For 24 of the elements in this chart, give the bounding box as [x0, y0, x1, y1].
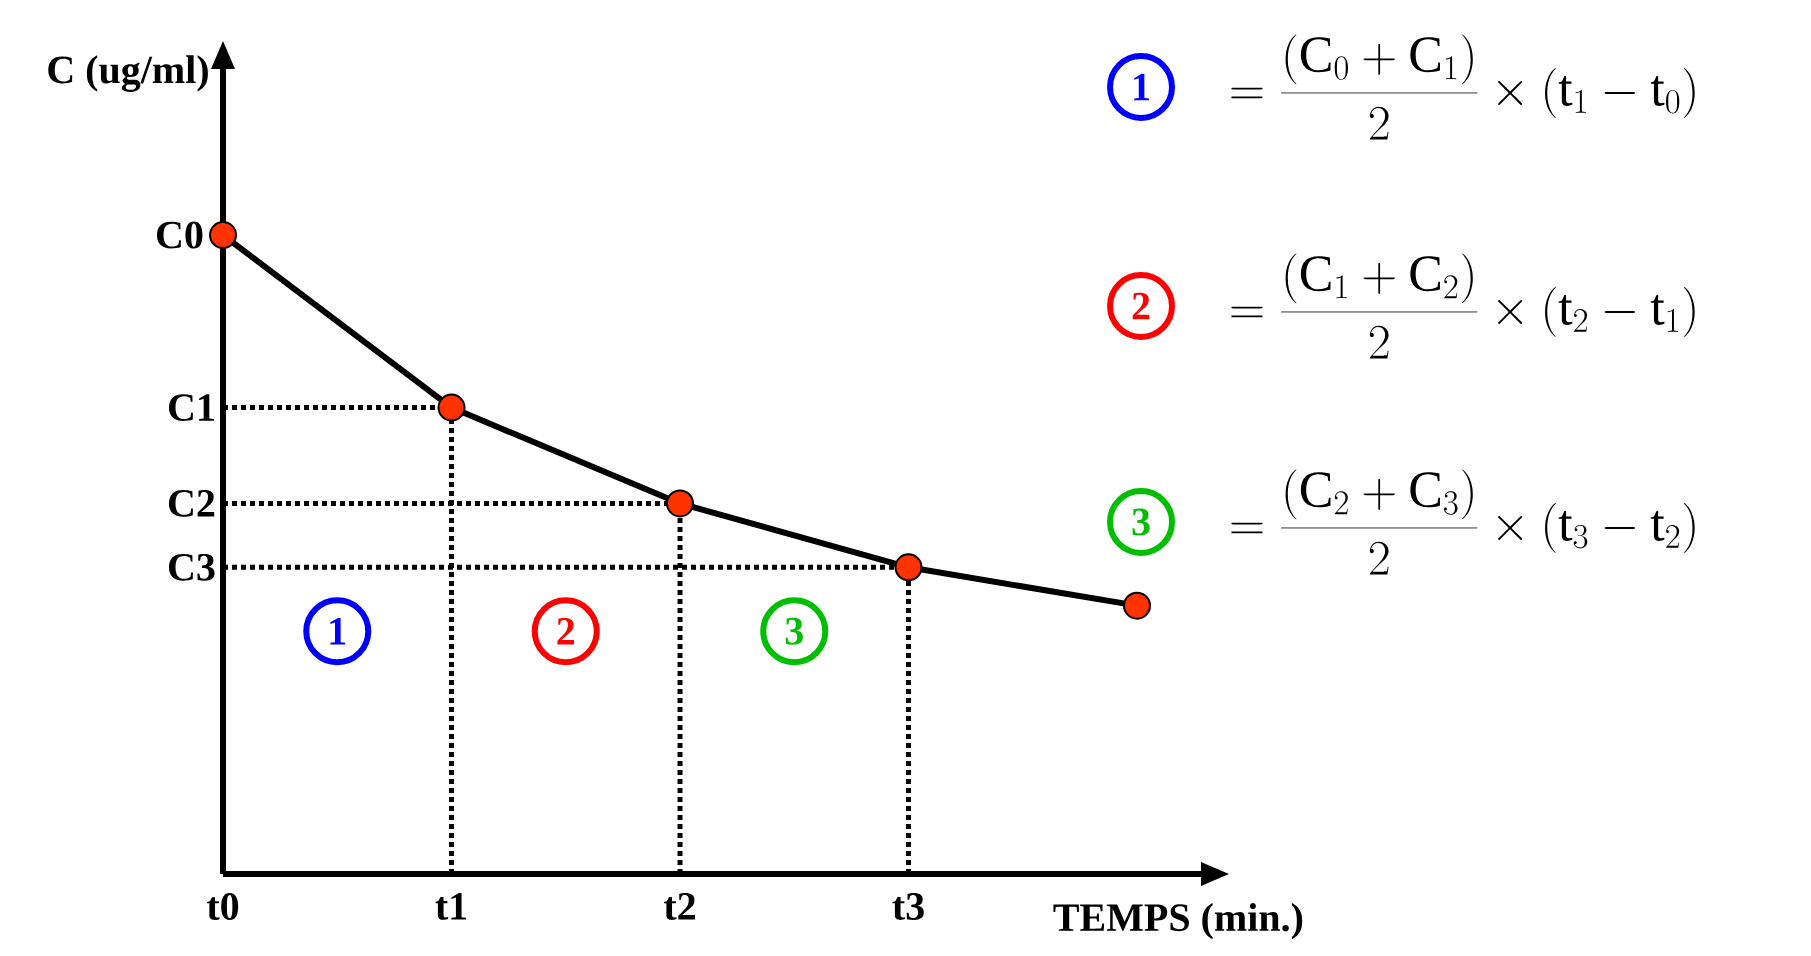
x-tick-label: t1 — [435, 893, 467, 920]
annotation: 1 — [330, 618, 346, 645]
y-axis-title: C (ug/ml) — [48, 55, 208, 92]
annotation: 3 — [785, 617, 803, 645]
annotation: 2 — [557, 617, 575, 645]
text: $=\frac{(\mathrm{C}_1+\mathrm{C}_2)}{2}\times(\mathrm{t}_2-\mathrm{t}_1)$ — [1231, 253, 1695, 359]
annotation: C0 — [156, 221, 203, 249]
point — [437, 393, 466, 422]
annotation: 3 — [1132, 508, 1150, 536]
text: 1 — [1134, 73, 1149, 101]
text: $=\frac{(\mathrm{C}_0+\mathrm{C}_1)}{2}\times(\mathrm{t}_1-\mathrm{t}_0)$ — [1231, 34, 1695, 140]
x-axis-title: TEMPS (min.) — [1053, 903, 1303, 940]
x-tick-label: t3 — [892, 893, 924, 920]
annotation: 2 — [1132, 292, 1150, 320]
x-tick-label: t0 — [207, 893, 239, 921]
point — [209, 221, 237, 250]
point — [666, 489, 695, 518]
ref-line-label: C1 — [169, 394, 214, 422]
ref-line-label: C3 — [169, 553, 215, 581]
point — [1123, 591, 1152, 620]
x-tick-label: t2 — [664, 893, 695, 920]
ref-line-label: C2 — [169, 490, 215, 517]
text: $=\frac{(\mathrm{C}_2+\mathrm{C}_3)}{2}\times(\mathrm{t}_3-\mathrm{t}_2)$ — [1231, 469, 1695, 575]
point — [894, 553, 923, 582]
